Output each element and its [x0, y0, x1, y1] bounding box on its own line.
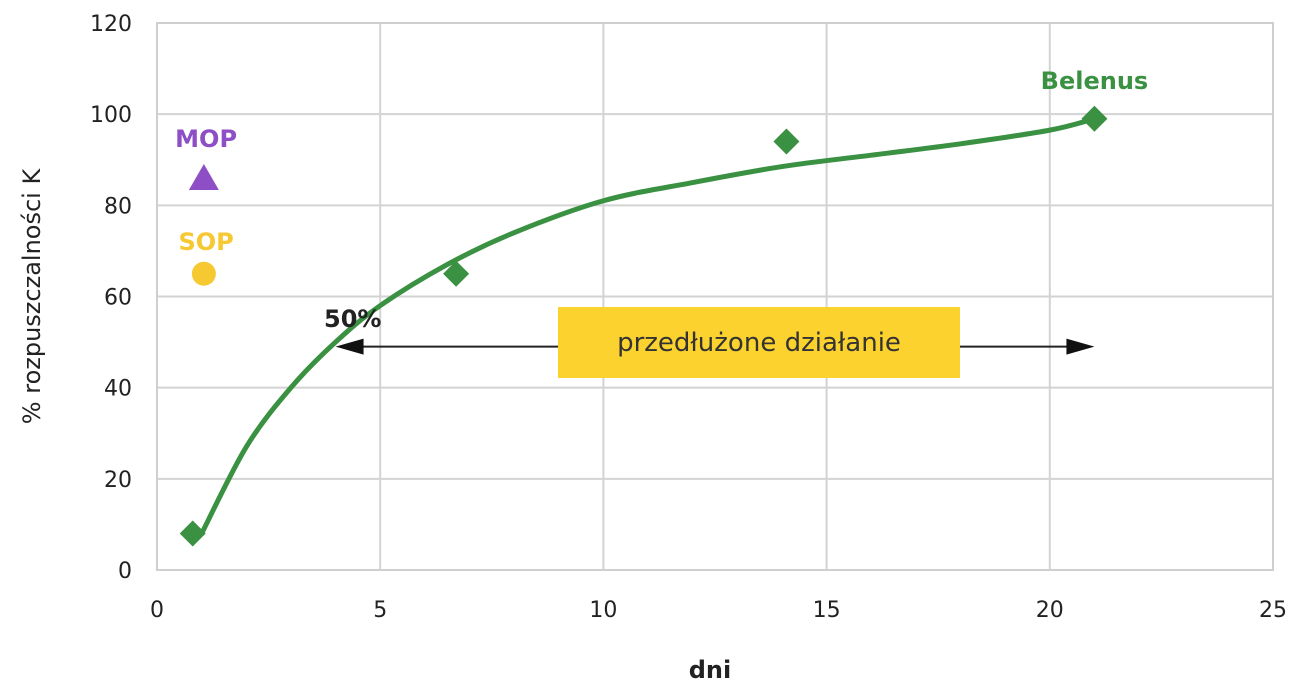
grid: [156, 22, 1274, 571]
y-tick-label: 40: [104, 377, 132, 402]
x-tick-label: 5: [373, 598, 387, 623]
y-tick-label: 0: [118, 559, 132, 584]
circle-marker: [191, 261, 216, 286]
x-tick-label: 20: [1036, 598, 1064, 623]
extended-action-label: przedłużone działanie: [617, 328, 901, 358]
x-tick-label: 15: [813, 598, 841, 623]
arrow-head-left: [335, 338, 364, 355]
fifty-percent-label: 50%: [324, 305, 381, 333]
extended-action-box: [558, 307, 960, 378]
series-label-mop: MOP: [175, 125, 237, 153]
x-tick-label: 25: [1259, 598, 1287, 623]
y-tick-label: 80: [104, 194, 132, 219]
plot-area: [156, 22, 1274, 571]
diamond-marker: [1081, 105, 1108, 132]
belenus-trend-line: [199, 116, 1097, 537]
x-tick-label: 10: [589, 598, 617, 623]
x-tick-labels: 0 5 10 15 20 25: [150, 598, 1287, 623]
x-axis-label: dni: [689, 656, 732, 684]
diamond-marker: [179, 520, 206, 547]
y-tick-label: 20: [104, 468, 132, 493]
y-tick-label: 100: [90, 103, 132, 128]
y-axis-label: % rozpuszczalności K: [18, 168, 46, 425]
y-tick-label: 120: [90, 12, 132, 37]
arrow-head-right: [1066, 338, 1095, 355]
series-label-sop: SOP: [178, 228, 233, 256]
diamond-marker: [773, 128, 800, 155]
y-tick-label: 60: [104, 286, 132, 311]
diamond-marker: [443, 260, 470, 287]
data-markers: [179, 105, 1108, 547]
series-label-belenus: Belenus: [1041, 67, 1149, 95]
y-tick-labels: 0 20 40 60 80 100 120: [90, 12, 132, 584]
triangle-marker: [188, 163, 219, 190]
x-tick-label: 0: [150, 598, 164, 623]
